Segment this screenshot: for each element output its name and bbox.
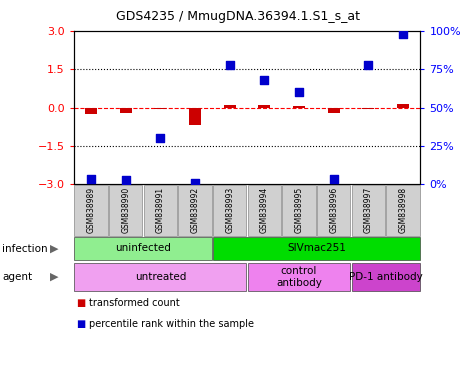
- Point: [87, 176, 95, 182]
- Bar: [143, 185, 177, 236]
- Text: GSM838989: GSM838989: [86, 187, 95, 233]
- Bar: [74, 263, 247, 291]
- Bar: [386, 185, 420, 236]
- Text: agent: agent: [2, 272, 32, 282]
- Text: GSM838996: GSM838996: [329, 187, 338, 233]
- Text: SIVmac251: SIVmac251: [287, 243, 346, 253]
- Text: untreated: untreated: [134, 272, 186, 282]
- Bar: [352, 263, 420, 291]
- Text: percentile rank within the sample: percentile rank within the sample: [89, 319, 254, 329]
- Text: GSM838993: GSM838993: [225, 187, 234, 233]
- Point: [156, 135, 164, 141]
- Bar: [352, 185, 385, 236]
- Text: ▶: ▶: [50, 272, 58, 282]
- Bar: [85, 108, 97, 114]
- Bar: [213, 237, 420, 260]
- Text: GSM838992: GSM838992: [190, 187, 200, 233]
- Text: GSM838997: GSM838997: [364, 187, 373, 233]
- Bar: [328, 108, 340, 113]
- Bar: [317, 185, 351, 236]
- Point: [399, 31, 407, 37]
- Text: control
antibody: control antibody: [276, 266, 322, 288]
- Text: GDS4235 / MmugDNA.36394.1.S1_s_at: GDS4235 / MmugDNA.36394.1.S1_s_at: [115, 10, 360, 23]
- Text: transformed count: transformed count: [89, 298, 180, 308]
- Text: GSM838991: GSM838991: [156, 187, 165, 233]
- Bar: [109, 185, 142, 236]
- Bar: [178, 185, 212, 236]
- Text: GSM838998: GSM838998: [399, 187, 408, 233]
- Bar: [213, 185, 247, 236]
- Bar: [120, 108, 132, 113]
- Bar: [74, 237, 212, 260]
- Bar: [224, 105, 236, 108]
- Point: [295, 89, 303, 95]
- Point: [261, 77, 268, 83]
- Text: GSM838994: GSM838994: [260, 187, 269, 233]
- Text: ■: ■: [76, 298, 85, 308]
- Bar: [154, 108, 166, 109]
- Text: infection: infection: [2, 243, 48, 254]
- Point: [226, 61, 234, 68]
- Text: PD-1 antibody: PD-1 antibody: [349, 272, 423, 282]
- Point: [191, 180, 199, 186]
- Bar: [247, 263, 351, 291]
- Bar: [189, 108, 201, 126]
- Point: [365, 61, 372, 68]
- Text: ▶: ▶: [50, 243, 58, 254]
- Bar: [247, 185, 281, 236]
- Bar: [74, 185, 108, 236]
- Point: [122, 177, 129, 184]
- Point: [330, 176, 337, 182]
- Bar: [362, 108, 374, 109]
- Bar: [258, 105, 270, 108]
- Bar: [282, 185, 316, 236]
- Text: GSM838990: GSM838990: [121, 187, 130, 233]
- Text: ■: ■: [76, 319, 85, 329]
- Bar: [293, 106, 305, 108]
- Text: GSM838995: GSM838995: [294, 187, 304, 233]
- Text: uninfected: uninfected: [115, 243, 171, 253]
- Bar: [397, 104, 409, 108]
